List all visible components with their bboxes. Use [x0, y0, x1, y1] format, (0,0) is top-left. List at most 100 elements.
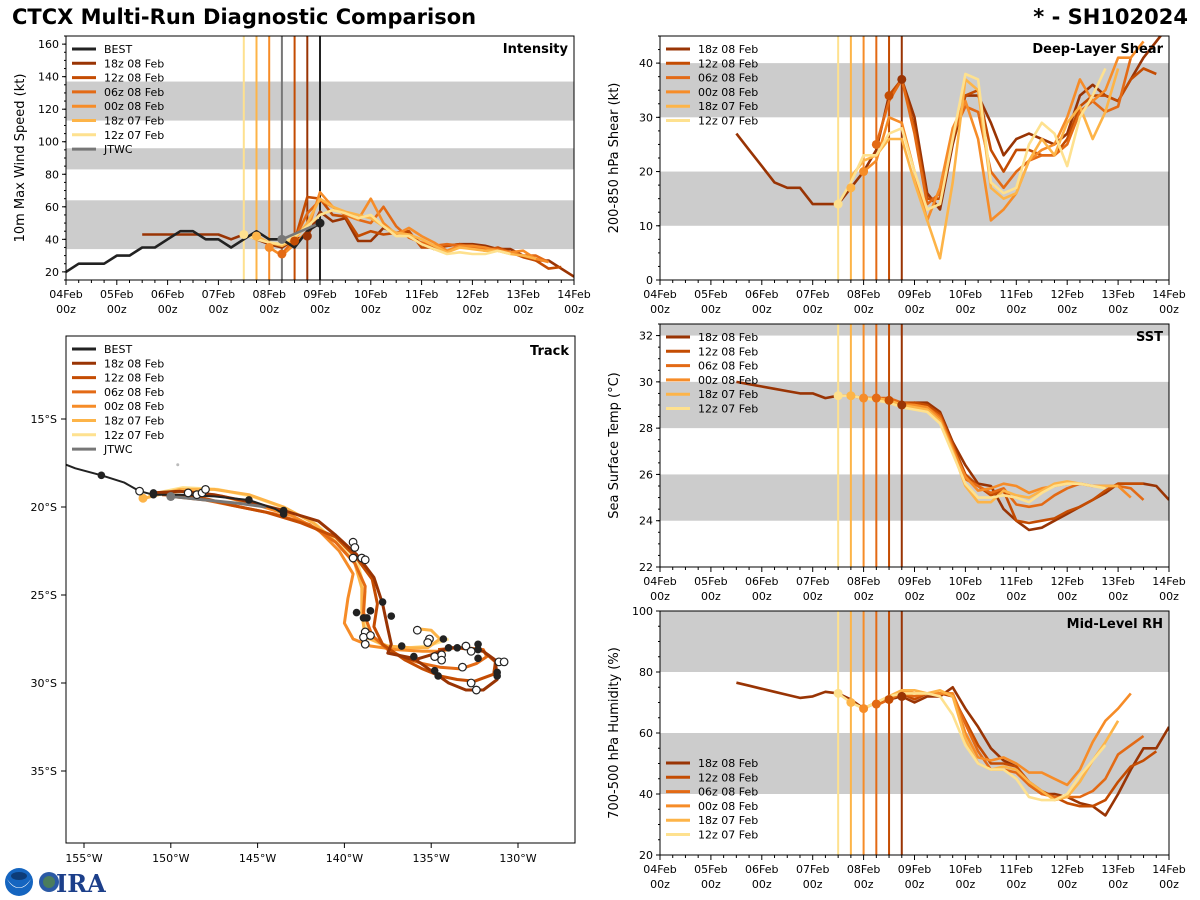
- track-point-filled: [97, 471, 106, 480]
- shear-xtick-label: 04Feb: [643, 288, 676, 301]
- track-point-open: [412, 625, 422, 635]
- sst-title: SST: [1136, 330, 1163, 345]
- rh-series-line: [863, 688, 1132, 787]
- sst-ytick-label: 32: [639, 330, 653, 343]
- rh-xtick-label: 00z: [854, 878, 874, 891]
- sst-ytick-label: 30: [639, 376, 653, 389]
- intensity-legend-label: 18z 08 Feb: [104, 57, 164, 70]
- rh-ylabel: 700-500 hPa Humidity (%): [607, 647, 622, 819]
- rh-xtick-label: 00z: [803, 878, 823, 891]
- sst-xtick-label: 00z: [854, 590, 874, 603]
- intensity-legend-label: 06z 08 Feb: [104, 86, 164, 99]
- shear-xtick-label: 00z: [701, 303, 721, 316]
- shear-xtick-label: 08Feb: [847, 288, 880, 301]
- track-point-open: [423, 638, 433, 647]
- shear-xtick-label: 11Feb: [1000, 288, 1033, 301]
- track-point-open: [360, 555, 370, 565]
- track-point-open: [350, 543, 360, 552]
- intensity-xtick-label: 11Feb: [405, 288, 438, 301]
- rh-xtick-label: 00z: [1057, 878, 1077, 891]
- shear-legend-label: 18z 07 Feb: [698, 100, 758, 113]
- track-point-open: [458, 662, 467, 672]
- intensity-init-marker: [277, 234, 287, 244]
- shear-xtick-label: 00z: [1057, 303, 1077, 316]
- rh-xtick-label: 11Feb: [1000, 863, 1033, 876]
- intensity-legend-label: 12z 07 Feb: [104, 129, 164, 142]
- track-xtick-label: 145°W: [239, 852, 276, 865]
- track-point-filled: [352, 608, 361, 617]
- shear-init-marker: [897, 74, 907, 84]
- sst-xtick-label: 07Feb: [796, 575, 829, 588]
- track-point-filled: [453, 644, 462, 652]
- sst-legend-label: 18z 08 Feb: [698, 331, 758, 344]
- rh-legend-label: 18z 08 Feb: [698, 757, 758, 770]
- track-point-filled: [474, 654, 482, 663]
- intensity-legend-label: 12z 08 Feb: [104, 72, 164, 85]
- shear-xtick-label: 10Feb: [949, 288, 982, 301]
- track-legend-label: 18z 07 Feb: [104, 415, 164, 428]
- rh-xtick-label: 13Feb: [1101, 863, 1134, 876]
- track-legend-label: 18z 08 Feb: [104, 357, 164, 370]
- intensity-xtick-label: 09Feb: [303, 288, 336, 301]
- rh-xtick-label: 00z: [650, 878, 670, 891]
- sst-legend-label: 12z 08 Feb: [698, 345, 758, 358]
- sst-xtick-label: 00z: [1108, 590, 1128, 603]
- sst-ylabel: Sea Surface Temp (°C): [607, 372, 622, 519]
- rh-panel: 20 40 60 80 100 04Feb 00z 05Feb 00z 06Feb 00z 07Feb…: [607, 605, 1186, 891]
- sst-xtick-label: 00z: [1057, 590, 1077, 603]
- intensity-xtick-label: 00z: [412, 303, 432, 316]
- sst-xtick-label: 00z: [905, 590, 925, 603]
- rh-legend-label: 12z 08 Feb: [698, 771, 758, 784]
- sst-legend-label: 06z 08 Feb: [698, 360, 758, 373]
- rh-plot-area: [736, 611, 1169, 855]
- track-point-filled: [439, 635, 448, 643]
- shear-xtick-label: 07Feb: [796, 288, 829, 301]
- rh-init-marker: [846, 698, 856, 707]
- shear-legend-label: 12z 07 Feb: [698, 115, 758, 128]
- track-point-open: [183, 488, 193, 498]
- rh-xtick-label: 10Feb: [949, 863, 982, 876]
- shear-ytick-label: 20: [639, 166, 653, 179]
- intensity-init-marker: [277, 249, 287, 259]
- track-point-filled: [397, 642, 406, 650]
- rh-ytick-label: 80: [639, 666, 653, 679]
- shear-xtick-label: 00z: [956, 303, 976, 316]
- intensity-init-marker: [315, 218, 325, 228]
- sst-xtick-label: 12Feb: [1050, 575, 1083, 588]
- rh-xtick-label: 08Feb: [847, 863, 880, 876]
- shear-xtick-label: 13Feb: [1101, 288, 1134, 301]
- sst-xtick-label: 00z: [650, 590, 670, 603]
- sst-xtick-label: 08Feb: [847, 575, 880, 588]
- intensity-xtick-label: 10Feb: [354, 288, 387, 301]
- rh-series-line: [736, 681, 1169, 817]
- track-point-filled: [245, 496, 253, 504]
- track-point-filled: [378, 598, 387, 606]
- sst-ytick-label: 22: [639, 561, 653, 574]
- sst-xtick-label: 14Feb: [1152, 575, 1185, 588]
- sst-init-marker: [897, 400, 907, 410]
- track-xtick-label: 135°W: [413, 852, 450, 865]
- shear-xtick-label: 05Feb: [694, 288, 727, 301]
- intensity-xtick-label: 00z: [564, 303, 584, 316]
- track-start-marker: [166, 491, 176, 501]
- intensity-xtick-label: 04Feb: [49, 288, 82, 301]
- shear-xtick-label: 00z: [1006, 303, 1026, 316]
- intensity-ytick-label: 80: [45, 168, 59, 181]
- rh-xtick-label: 09Feb: [898, 863, 931, 876]
- shear-panel: 0 10 20 30 40 04Feb 00z 05Feb 00z 06Feb 00z 07Feb 00…: [607, 35, 1186, 316]
- intensity-ytick-label: 120: [38, 103, 59, 116]
- intensity-legend-label: 18z 07 Feb: [104, 115, 164, 128]
- rh-legend-label: 00z 08 Feb: [698, 800, 758, 813]
- rh-ytick-label: 20: [639, 849, 653, 862]
- rh-series-line: [837, 692, 1107, 802]
- sst-xtick-label: 09Feb: [898, 575, 931, 588]
- shear-legend-label: 00z 08 Feb: [698, 86, 758, 99]
- track-point-filled: [366, 607, 375, 615]
- sst-band: [660, 474, 1169, 521]
- track-point-open: [437, 655, 447, 665]
- rh-xtick-label: 00z: [905, 878, 925, 891]
- track-legend-label: JTWC: [103, 443, 133, 456]
- intensity-init-marker: [290, 236, 300, 246]
- sst-xtick-label: 00z: [1006, 590, 1026, 603]
